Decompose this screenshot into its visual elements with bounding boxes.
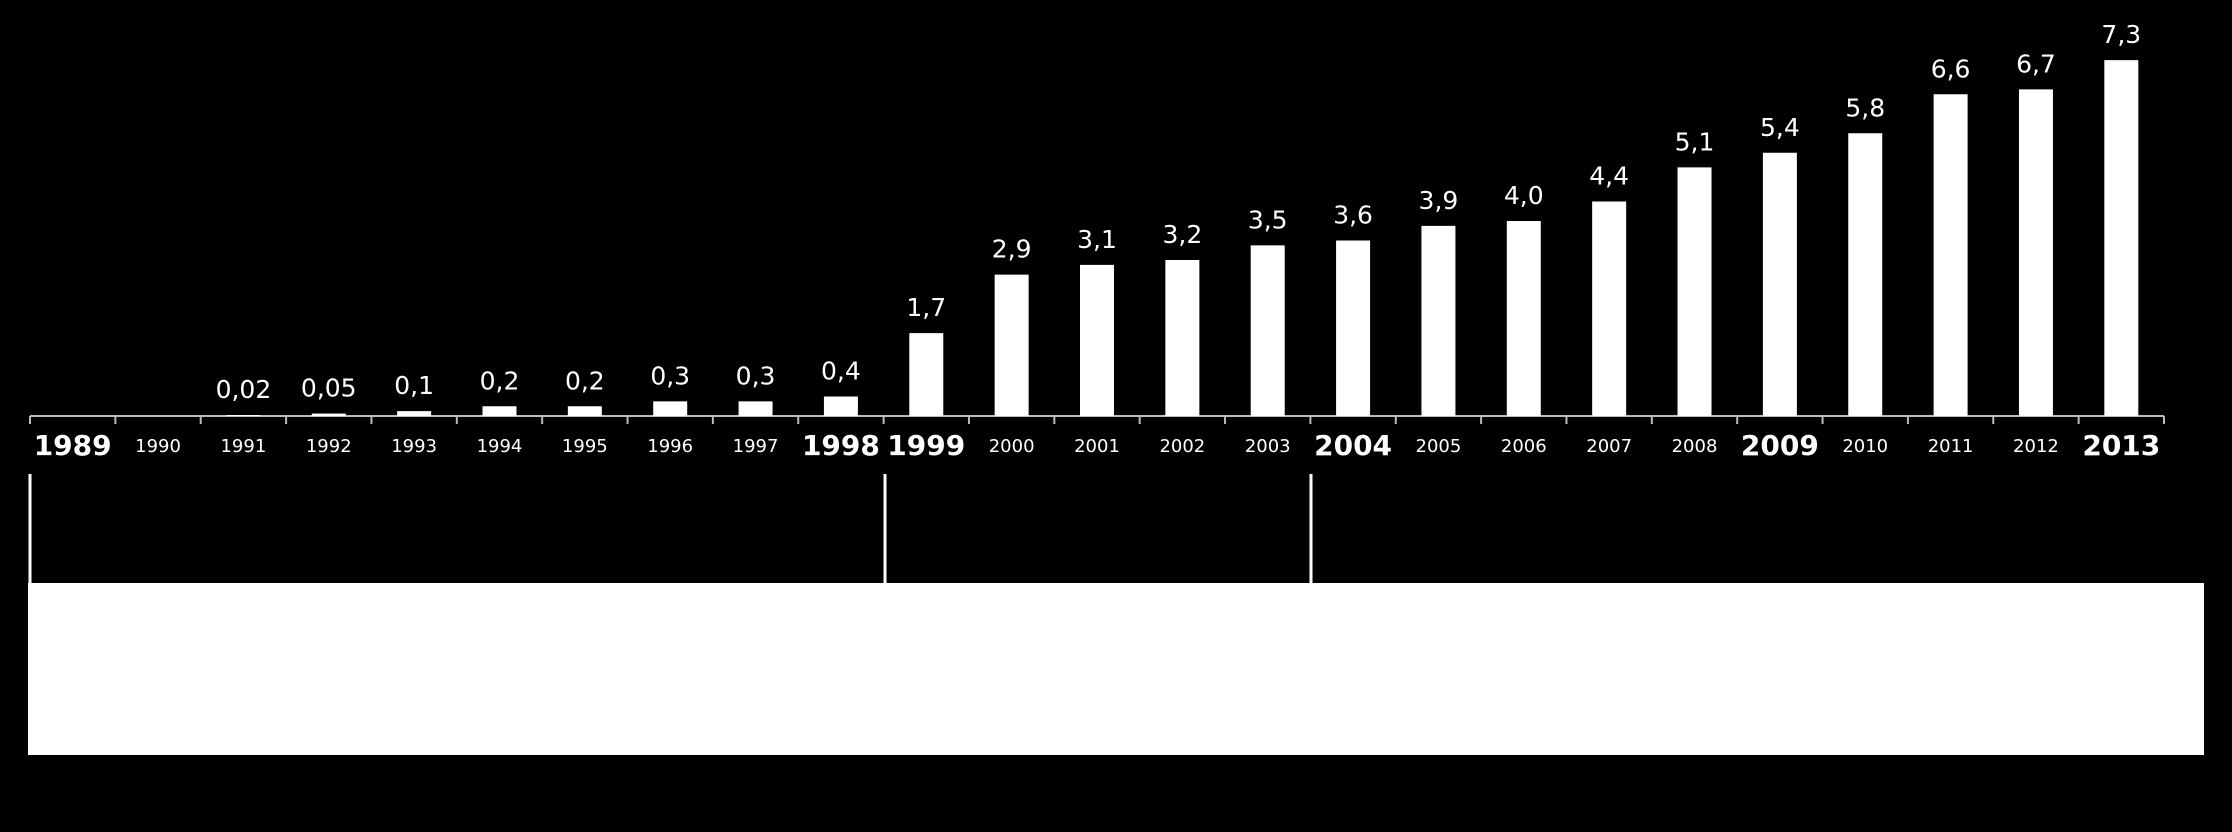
value-label: 0,3 [650, 361, 690, 390]
x-tick-label: 1996 [647, 436, 693, 457]
bar [2104, 60, 2139, 416]
value-label: 6,7 [2016, 49, 2056, 78]
x-tick-label: 1999 [887, 429, 965, 462]
x-tick-label: 2011 [1928, 436, 1974, 457]
value-label: 5,8 [1845, 93, 1885, 122]
bar [1080, 264, 1114, 416]
bar [2018, 89, 2053, 416]
value-label: 0,2 [480, 366, 520, 395]
x-tick-label: 1998 [802, 429, 880, 462]
value-label: 0,4 [821, 357, 861, 386]
value-label: 3,5 [1248, 205, 1288, 234]
bar [567, 406, 602, 416]
value-label: 6,6 [1931, 54, 1971, 83]
value-label: 3,1 [1077, 225, 1117, 254]
bar [823, 396, 858, 416]
bar [909, 333, 944, 416]
value-label: 2,9 [992, 235, 1032, 264]
value-label: 7,3 [2101, 20, 2141, 49]
value-label: 3,6 [1333, 201, 1373, 230]
x-tick-label: 2000 [989, 436, 1035, 457]
x-tick-label: 2010 [1842, 436, 1888, 457]
x-tick-label: 1993 [391, 436, 437, 457]
bar [1848, 133, 1883, 416]
value-label: 4,0 [1504, 181, 1544, 210]
panel [28, 583, 2204, 755]
x-tick-label: 2002 [1159, 436, 1205, 457]
x-tick-label: 2003 [1245, 436, 1291, 457]
x-tick-label: 2001 [1074, 436, 1120, 457]
value-label: 5,4 [1760, 113, 1800, 142]
bar [1421, 225, 1456, 416]
bar [1677, 167, 1712, 416]
bar [1592, 201, 1627, 416]
x-tick-label: 2006 [1501, 436, 1547, 457]
bar [1506, 221, 1541, 416]
x-tick-label: 2007 [1586, 436, 1632, 457]
value-label: 5,1 [1675, 127, 1715, 156]
x-tick-label: 1994 [477, 436, 523, 457]
bar [1762, 152, 1797, 416]
value-label: 0,3 [736, 361, 776, 390]
x-tick-label: 1990 [135, 436, 181, 457]
x-tick-label: 2005 [1416, 436, 1462, 457]
value-label: 1,7 [906, 293, 946, 322]
bar [1336, 240, 1371, 416]
value-label: 0,1 [394, 371, 434, 400]
bar [994, 274, 1029, 416]
x-tick-label: 2012 [2013, 436, 2059, 457]
x-tick-label: 1991 [220, 436, 266, 457]
x-tick-label: 1995 [562, 436, 608, 457]
bar [738, 401, 773, 416]
bar [311, 413, 346, 416]
x-tick-label: 2013 [2082, 429, 2160, 462]
bar [1933, 94, 1968, 416]
x-tick-label: 2009 [1741, 429, 1819, 462]
x-tick-label: 1997 [733, 436, 779, 457]
value-label: 0,2 [565, 366, 605, 395]
x-tick-label: 1992 [306, 436, 352, 457]
bar [482, 406, 517, 416]
value-label: 4,4 [1589, 162, 1629, 191]
x-tick-label: 1989 [34, 429, 112, 462]
bar [226, 415, 261, 416]
bar [1250, 245, 1285, 416]
value-label: 3,9 [1419, 186, 1459, 215]
bar [653, 401, 688, 416]
bar [1165, 260, 1200, 416]
value-label: 0,02 [216, 375, 272, 404]
x-tick-label: 2008 [1672, 436, 1718, 457]
value-label: 0,05 [301, 374, 357, 403]
value-label: 3,2 [1162, 220, 1202, 249]
bar [397, 411, 432, 416]
x-tick-label: 2004 [1314, 429, 1392, 462]
